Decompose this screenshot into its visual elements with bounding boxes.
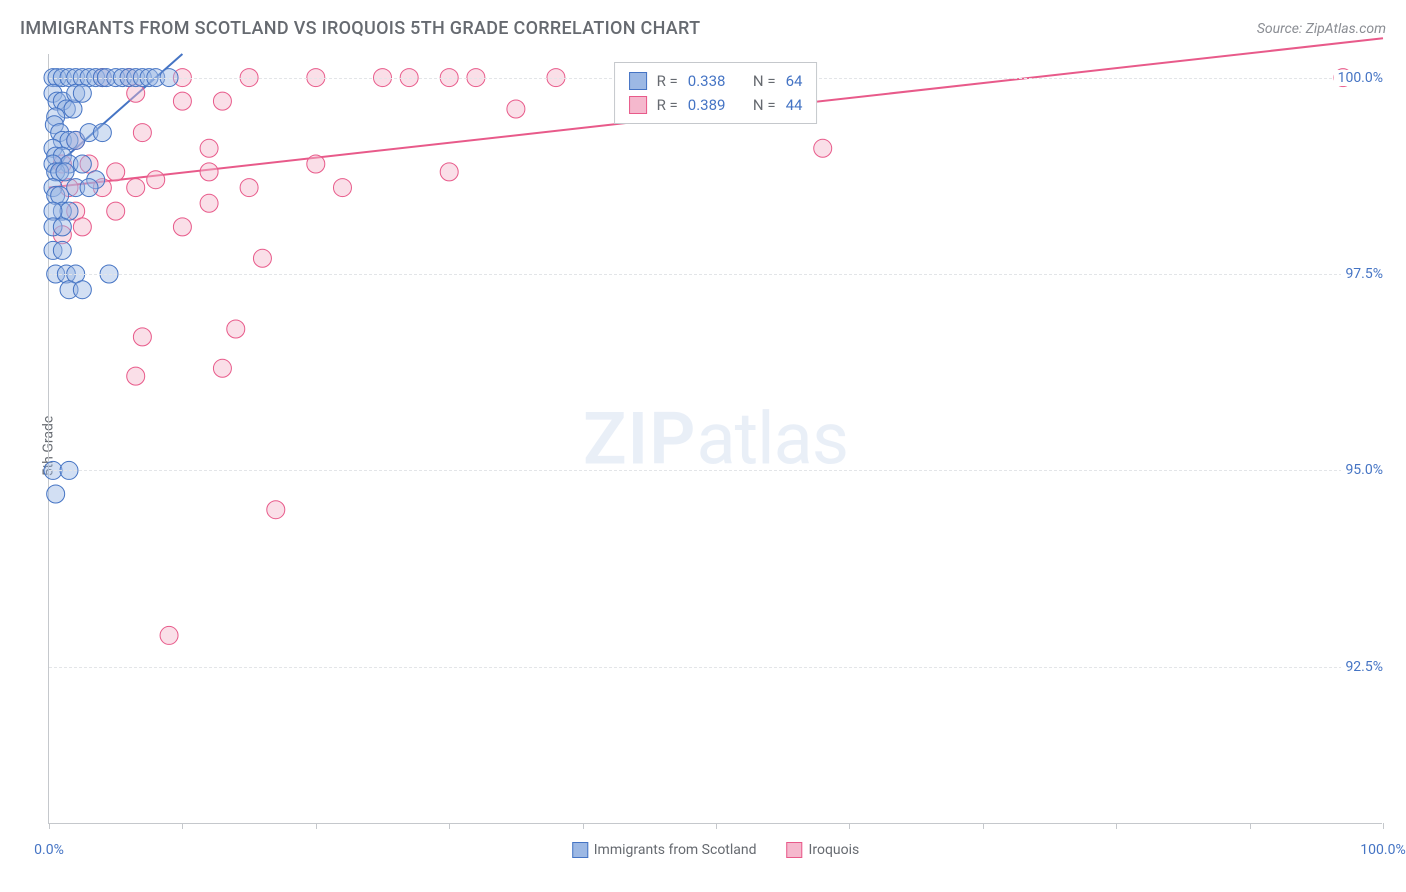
data-point (227, 320, 245, 338)
legend-item-series2: Iroquois (787, 842, 860, 858)
data-point (133, 328, 151, 346)
data-point (93, 124, 111, 142)
x-tick (1116, 823, 1117, 829)
data-point (173, 92, 191, 110)
correlation-stats-box: R = 0.338 N = 64 R = 0.389 N = 44 (614, 62, 818, 124)
y-tick-label: 97.5% (1341, 266, 1387, 282)
data-point (147, 171, 165, 189)
x-tick (1250, 823, 1251, 829)
chart-header: IMMIGRANTS FROM SCOTLAND VS IROQUOIS 5TH… (20, 18, 1386, 39)
legend-item-series1: Immigrants from Scotland (572, 842, 757, 858)
y-tick-label: 92.5% (1341, 659, 1387, 675)
data-point (133, 124, 151, 142)
data-point (107, 163, 125, 181)
y-tick-label: 95.0% (1341, 462, 1387, 478)
n-label: N = (753, 93, 776, 117)
data-point (127, 179, 145, 197)
swatch-series2 (629, 96, 647, 114)
grid-line (49, 470, 1382, 471)
data-point (507, 100, 525, 118)
x-tick (182, 823, 183, 829)
data-point (240, 179, 258, 197)
swatch-series1-bottom (572, 842, 588, 858)
legend-label-series1: Immigrants from Scotland (594, 842, 757, 858)
data-point (440, 163, 458, 181)
legend-label-series2: Iroquois (809, 842, 860, 858)
data-point (253, 249, 271, 267)
data-point (73, 281, 91, 299)
x-tick (849, 823, 850, 829)
chart-plot-area: ZIPatlas R = 0.338 N = 64 R = 0.389 N = … (48, 54, 1382, 824)
data-point (200, 139, 218, 157)
x-tick (1383, 823, 1384, 829)
n-label: N = (753, 69, 776, 93)
x-tick-label: 0.0% (34, 842, 64, 858)
data-point (64, 100, 82, 118)
x-tick-label: 100.0% (1360, 842, 1405, 858)
r-value-series2: 0.389 (688, 93, 726, 117)
stats-row-series2: R = 0.389 N = 44 (629, 93, 803, 117)
data-point (53, 241, 71, 259)
x-tick (983, 823, 984, 829)
r-value-series1: 0.338 (688, 69, 726, 93)
grid-line (49, 274, 1382, 275)
chart-source: Source: ZipAtlas.com (1257, 21, 1386, 37)
data-point (73, 218, 91, 236)
x-tick (716, 823, 717, 829)
grid-line (49, 667, 1382, 668)
data-point (814, 139, 832, 157)
data-point (127, 367, 145, 385)
x-tick (316, 823, 317, 829)
data-point (213, 359, 231, 377)
n-value-series1: 64 (786, 69, 803, 93)
data-point (73, 84, 91, 102)
data-point (213, 92, 231, 110)
stats-row-series1: R = 0.338 N = 64 (629, 69, 803, 93)
swatch-series1 (629, 72, 647, 90)
x-tick (583, 823, 584, 829)
data-point (73, 155, 91, 173)
r-label: R = (657, 93, 678, 117)
data-point (80, 179, 98, 197)
data-point (53, 218, 71, 236)
x-tick (449, 823, 450, 829)
data-point (160, 626, 178, 644)
legend-bottom: Immigrants from Scotland Iroquois (572, 842, 860, 858)
data-point (47, 485, 65, 503)
data-point (267, 501, 285, 519)
data-point (173, 218, 191, 236)
data-point (200, 163, 218, 181)
y-tick-label: 100.0% (1334, 70, 1387, 86)
n-value-series2: 44 (786, 93, 803, 117)
data-point (307, 155, 325, 173)
scatter-svg (49, 54, 1382, 823)
x-tick (49, 823, 50, 829)
chart-title: IMMIGRANTS FROM SCOTLAND VS IROQUOIS 5TH… (20, 18, 700, 39)
data-point (107, 202, 125, 220)
swatch-series2-bottom (787, 842, 803, 858)
data-point (200, 194, 218, 212)
r-label: R = (657, 69, 678, 93)
data-point (56, 163, 74, 181)
data-point (333, 179, 351, 197)
